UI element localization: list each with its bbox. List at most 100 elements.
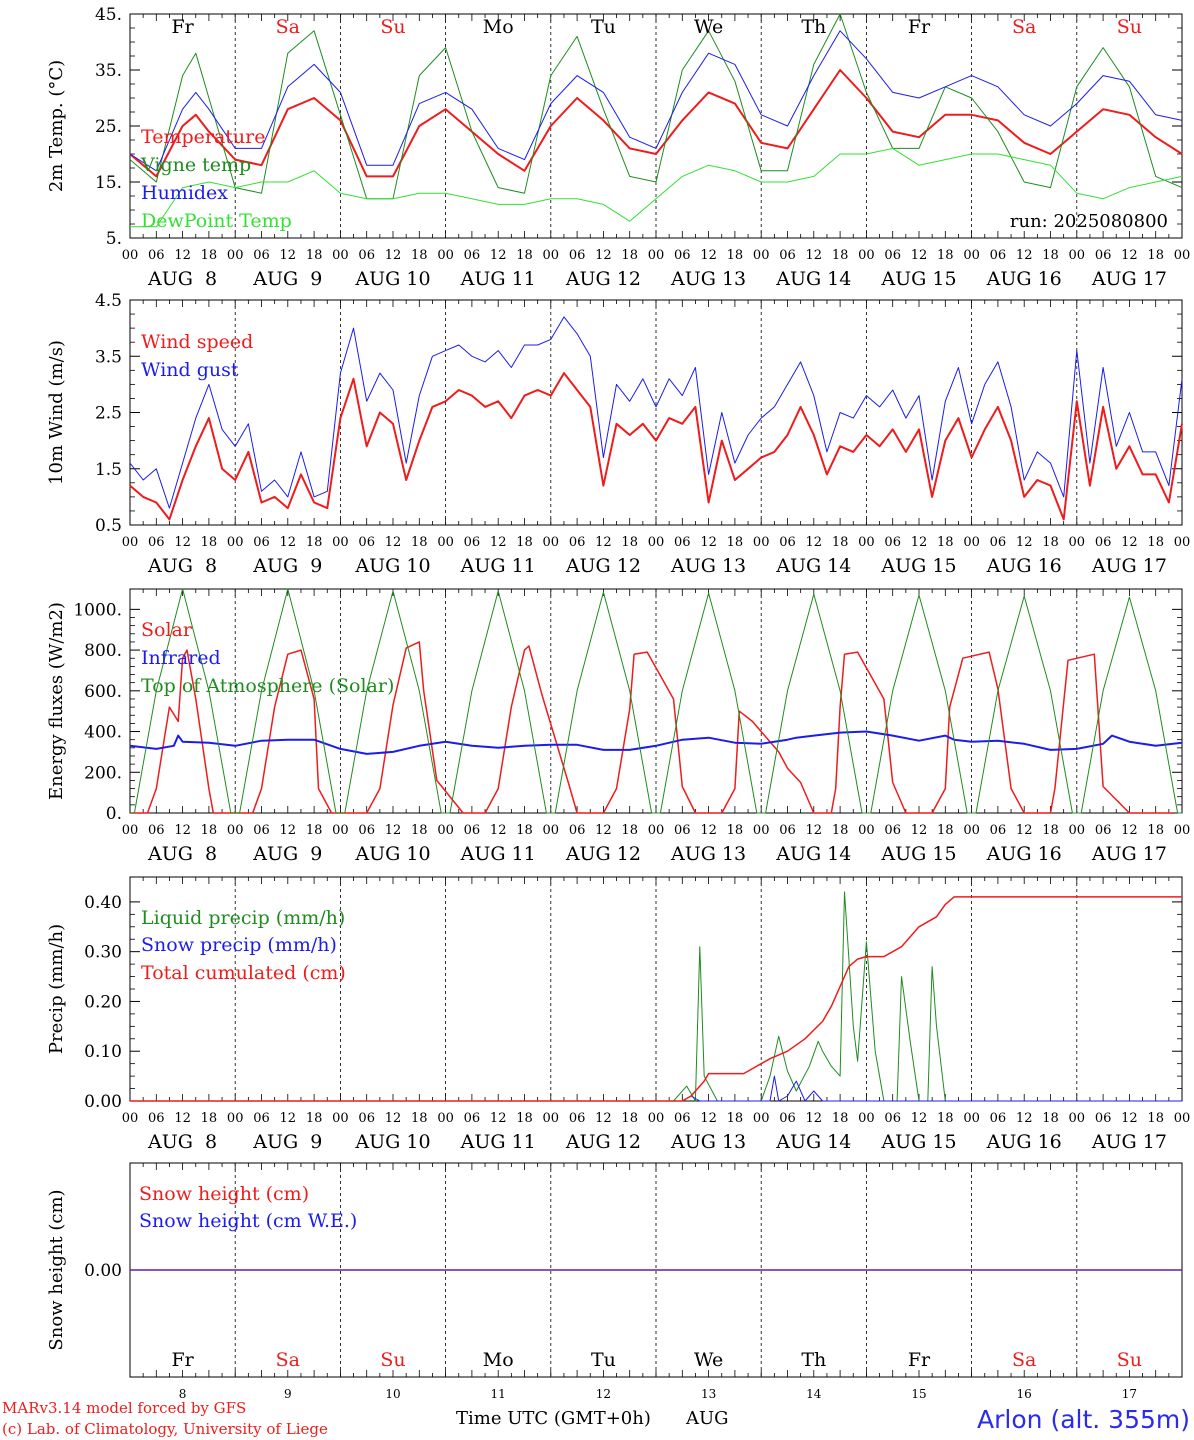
date-label: AUG 15 [880,268,956,290]
hour-label: 00 [1069,248,1086,263]
series-line [130,588,1182,814]
hour-label: 06 [148,248,165,263]
hour-label: 12 [1121,535,1138,550]
hour-label: 12 [385,248,402,263]
day-number: 15 [911,1387,926,1401]
panel-4: 0.00 0.10 0.20 0.30 0.40 Precip (mm/h) Liquid … [46,876,1190,1153]
hour-label: 12 [490,535,507,550]
hour-label: 00 [122,535,139,550]
day-number: 13 [701,1387,716,1401]
y-tick-label: 25. [95,117,122,137]
date-label: AUG 12 [565,843,641,865]
hour-label: 00 [858,248,875,263]
hour-label: 00 [648,823,665,838]
date-label: AUG 9 [252,1131,322,1153]
date-label: AUG 12 [565,555,641,577]
day-name: We [694,16,723,38]
hour-label: 12 [174,248,191,263]
day-name: Su [380,16,405,38]
hour-label: 12 [1121,823,1138,838]
hour-label: 06 [884,248,901,263]
hour-label: 18 [621,535,638,550]
y-tick-label: 45. [95,5,122,25]
hour-label: 18 [306,535,323,550]
hour-label: 00 [122,823,139,838]
y-tick-label: 3.5 [95,347,122,367]
hour-label: 12 [595,248,612,263]
hour-label: 00 [1174,823,1191,838]
day-name: Su [1117,16,1142,38]
date-label: AUG 9 [252,268,322,290]
date-label: AUG 17 [1091,555,1167,577]
hour-label: 06 [884,1111,901,1126]
x-axis-title: Time UTC (GMT+0h) [456,1408,651,1429]
date-label: AUG 14 [775,1131,851,1153]
y-tick-label: 0.5 [95,516,122,536]
hour-label: 00 [437,535,454,550]
hour-label: 12 [700,248,717,263]
date-label: AUG 16 [986,843,1062,865]
legend-entry: Vigne temp [140,154,251,176]
day-name: Mo [483,1349,514,1371]
hour-label: 06 [1095,535,1112,550]
hour-label: 06 [1095,823,1112,838]
date-label: AUG 13 [670,1131,746,1153]
hour-label: 12 [490,823,507,838]
hour-label: 18 [1147,823,1164,838]
legend-entry: Total cumulated (cm) [141,962,346,984]
day-name: Fr [171,16,194,38]
hour-label: 00 [332,535,349,550]
day-name: Sa [276,16,300,38]
day-name: Tu [591,1349,616,1371]
date-label: AUG 11 [460,268,536,290]
date-label: AUG 10 [354,268,430,290]
hour-label: 12 [280,1111,297,1126]
hour-label: 18 [306,248,323,263]
hour-label: 06 [464,823,481,838]
hour-label: 00 [753,248,770,263]
hour-label: 12 [700,1111,717,1126]
date-label: AUG 10 [354,843,430,865]
hour-label: 00 [858,1111,875,1126]
legend-entry: Snow precip (mm/h) [141,934,337,956]
hour-label: 18 [621,823,638,838]
y-axis-title: 10m Wind (m/s) [46,340,67,485]
hour-label: 12 [595,1111,612,1126]
hour-label: 18 [516,1111,533,1126]
hour-label: 00 [858,535,875,550]
hour-label: 00 [1069,535,1086,550]
series-line [129,69,1183,178]
y-tick-label: 0.10 [84,1042,122,1062]
panel-frame [129,13,1183,239]
day-number: 17 [1122,1387,1137,1401]
y-tick-label: 0.00 [84,1092,122,1112]
panels-layer: 5. 15. 25. 35. 45. 2m Temp. (°C) Temperature Vi… [46,5,1190,1401]
date-label: AUG 13 [670,555,746,577]
hour-label: 12 [595,823,612,838]
hour-label: 18 [201,248,218,263]
hour-label: 06 [884,535,901,550]
legend-entry: DewPoint Temp [141,210,292,232]
hour-label: 06 [779,535,796,550]
date-label: AUG 8 [147,268,217,290]
hour-label: 12 [595,535,612,550]
y-axis-title: Snow height (cm) [46,1189,67,1350]
hour-label: 18 [937,535,954,550]
hour-label: 06 [884,823,901,838]
day-name: Su [380,1349,405,1371]
hour-label: 18 [201,1111,218,1126]
hour-label: 18 [621,1111,638,1126]
panel-frame [129,588,1183,814]
date-label: AUG 15 [880,555,956,577]
day-name: Sa [1012,16,1036,38]
hour-label: 00 [332,1111,349,1126]
hour-label: 12 [1016,1111,1033,1126]
date-label: AUG 8 [147,555,217,577]
hour-label: 06 [358,535,375,550]
hour-label: 00 [1174,248,1191,263]
y-tick-label: 600. [84,682,122,702]
hour-label: 18 [306,823,323,838]
station-name: Arlon (alt. 355m) [977,1405,1190,1434]
day-number: 9 [284,1387,292,1401]
date-label: AUG 14 [775,843,851,865]
